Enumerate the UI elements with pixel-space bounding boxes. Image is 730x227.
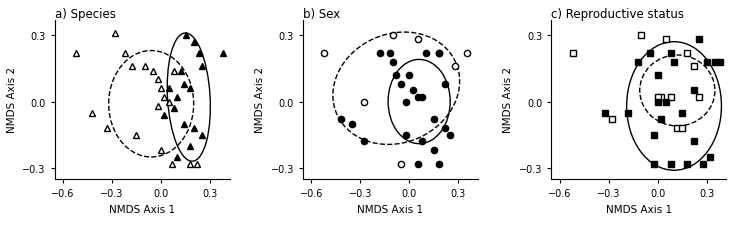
Text: b) Sex: b) Sex	[303, 7, 340, 20]
X-axis label: NMDS Axis 1: NMDS Axis 1	[606, 204, 672, 214]
Y-axis label: NMDS Axis 2: NMDS Axis 2	[7, 67, 17, 133]
X-axis label: NMDS Axis 1: NMDS Axis 1	[110, 204, 175, 214]
Y-axis label: NMDS Axis 2: NMDS Axis 2	[255, 67, 265, 133]
Y-axis label: NMDS Axis 2: NMDS Axis 2	[504, 67, 513, 133]
Text: a) Species: a) Species	[55, 7, 115, 20]
Text: c) Reproductive status: c) Reproductive status	[551, 7, 685, 20]
X-axis label: NMDS Axis 1: NMDS Axis 1	[358, 204, 423, 214]
